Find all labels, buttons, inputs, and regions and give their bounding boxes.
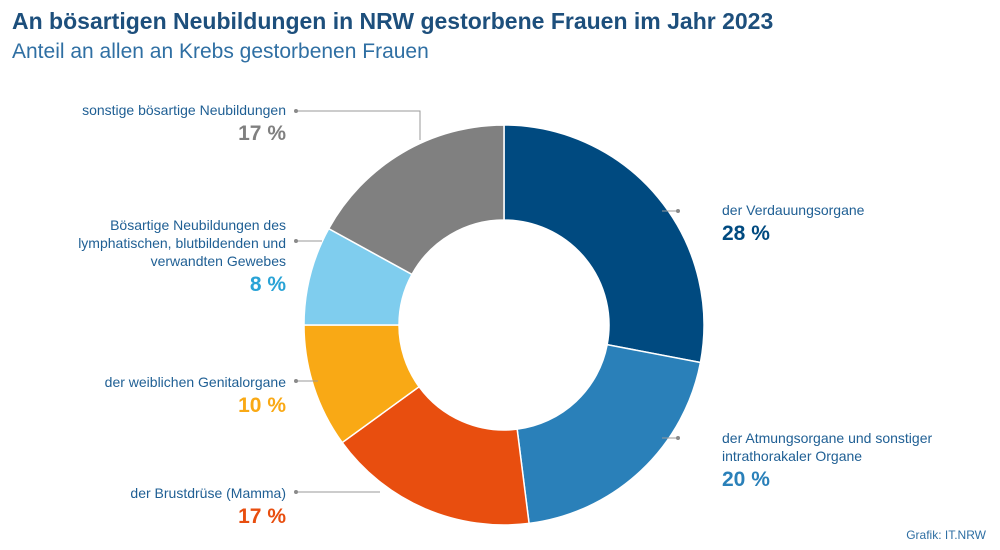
donut-slice bbox=[516, 343, 702, 525]
leader-dot bbox=[676, 209, 680, 213]
slice-label-lymphatisch: Bösartige Neubildungen des lymphatischen… bbox=[46, 216, 286, 297]
slice-percent: 28 % bbox=[722, 222, 770, 245]
slice-percent: 17 % bbox=[238, 505, 286, 528]
slice-percent: 20 % bbox=[722, 468, 770, 491]
donut-slice bbox=[341, 385, 530, 526]
slice-percent: 10 % bbox=[238, 394, 286, 417]
chart-title: An bösartigen Neubildungen in NRW gestor… bbox=[12, 8, 774, 34]
leader-line bbox=[296, 110, 421, 140]
slice-name: der Verdauungsorgane bbox=[722, 202, 865, 218]
slice-label-genitalorgane: der weiblichen Genitalorgane 10 % bbox=[46, 373, 286, 418]
leader-dot bbox=[294, 109, 298, 113]
slice-name: der Atmungsorgane und sonstiger intratho… bbox=[722, 430, 933, 464]
leader-dot bbox=[294, 490, 298, 494]
slice-label-sonstige: sonstige bösartige Neubildungen 17 % bbox=[46, 101, 286, 146]
slice-name: der weiblichen Genitalorgane bbox=[104, 374, 286, 390]
donut-slice bbox=[327, 124, 505, 276]
leader-dot bbox=[294, 379, 298, 383]
slice-label-brustdruese: der Brustdrüse (Mamma) 17 % bbox=[46, 484, 286, 529]
slice-name: sonstige bösartige Neubildungen bbox=[82, 102, 286, 118]
leader-dot bbox=[294, 239, 298, 243]
chart-subtitle: Anteil an allen an Krebs gestorbenen Fra… bbox=[12, 40, 429, 63]
slice-name: Bösartige Neubildungen des lymphatischen… bbox=[78, 217, 286, 269]
slice-name: der Brustdrüse (Mamma) bbox=[130, 485, 286, 501]
slice-label-verdauungsorgane: der Verdauungsorgane 28 % bbox=[722, 201, 962, 246]
slice-percent: 8 % bbox=[249, 273, 286, 296]
leader-dot bbox=[676, 436, 680, 440]
slice-label-atmungsorgane: der Atmungsorgane und sonstiger intratho… bbox=[722, 429, 962, 492]
slice-percent: 17 % bbox=[238, 122, 286, 145]
source-credit: Grafik: IT.NRW bbox=[906, 528, 986, 542]
donut-slice bbox=[503, 124, 705, 364]
